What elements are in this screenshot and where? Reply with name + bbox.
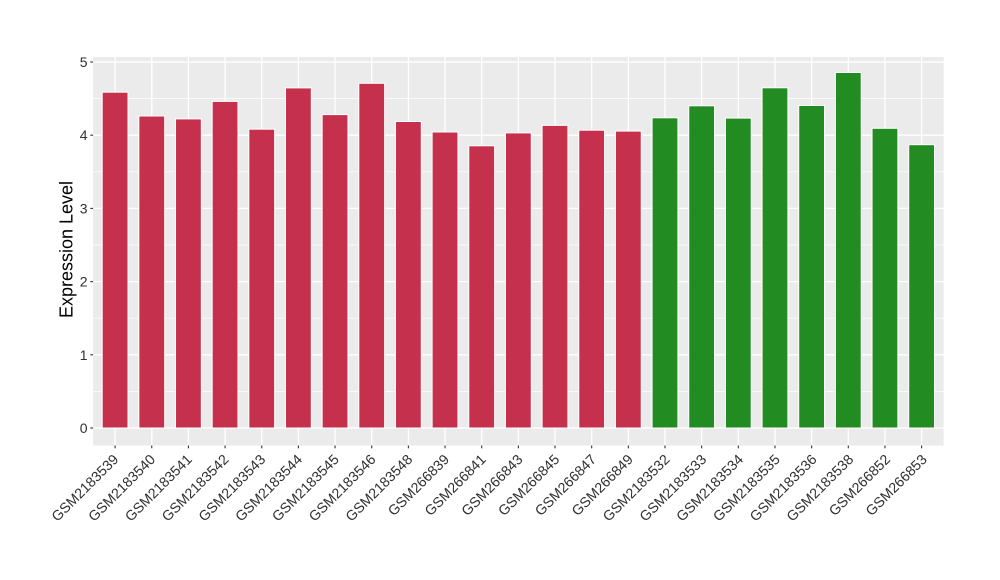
svg-text:1: 1 — [80, 347, 88, 363]
svg-text:Expression Level: Expression Level — [57, 181, 77, 318]
svg-text:2: 2 — [80, 274, 88, 290]
svg-text:4: 4 — [80, 127, 88, 143]
svg-text:0: 0 — [80, 420, 88, 436]
svg-text:3: 3 — [80, 200, 88, 216]
svg-text:5: 5 — [80, 54, 88, 70]
